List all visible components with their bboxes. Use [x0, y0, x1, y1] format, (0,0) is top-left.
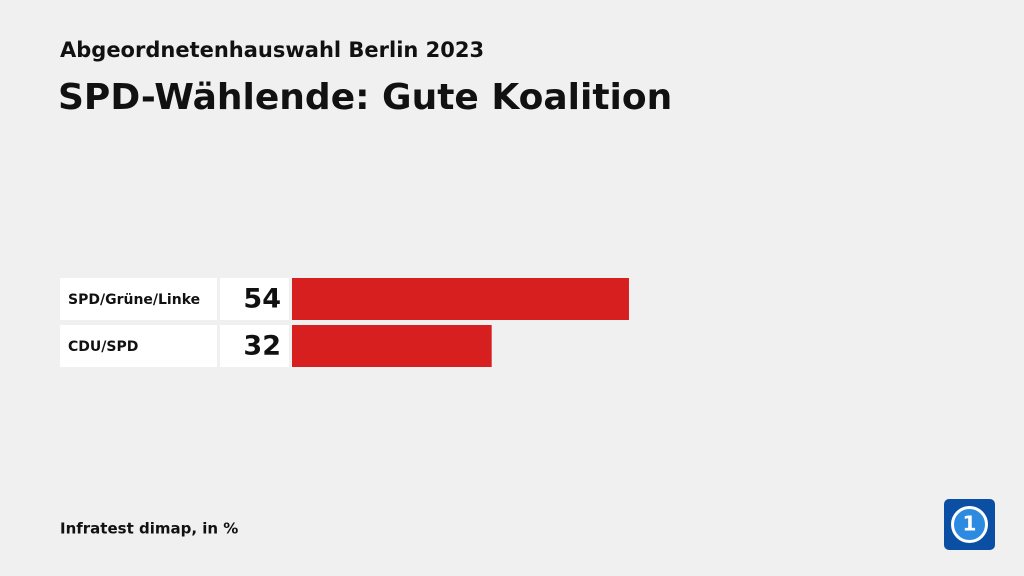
source: Infratest dimap, in %	[60, 520, 238, 538]
category-label: SPD/Grüne/Linke	[68, 292, 200, 308]
value-label: 32	[243, 331, 281, 362]
value-label: 54	[243, 284, 281, 315]
chart-title: SPD-Wählende: Gute Koalition	[58, 77, 672, 118]
value-cell	[220, 325, 289, 367]
value-cell	[220, 278, 289, 320]
bar	[292, 278, 629, 320]
label-cell	[60, 325, 217, 367]
logo: 1	[944, 499, 995, 550]
category-label: CDU/SPD	[68, 339, 138, 355]
chart-subtitle: Abgeordnetenhauswahl Berlin 2023	[60, 38, 484, 62]
label-cell	[60, 278, 217, 320]
svg-text:1: 1	[963, 512, 977, 536]
bar	[292, 325, 492, 367]
